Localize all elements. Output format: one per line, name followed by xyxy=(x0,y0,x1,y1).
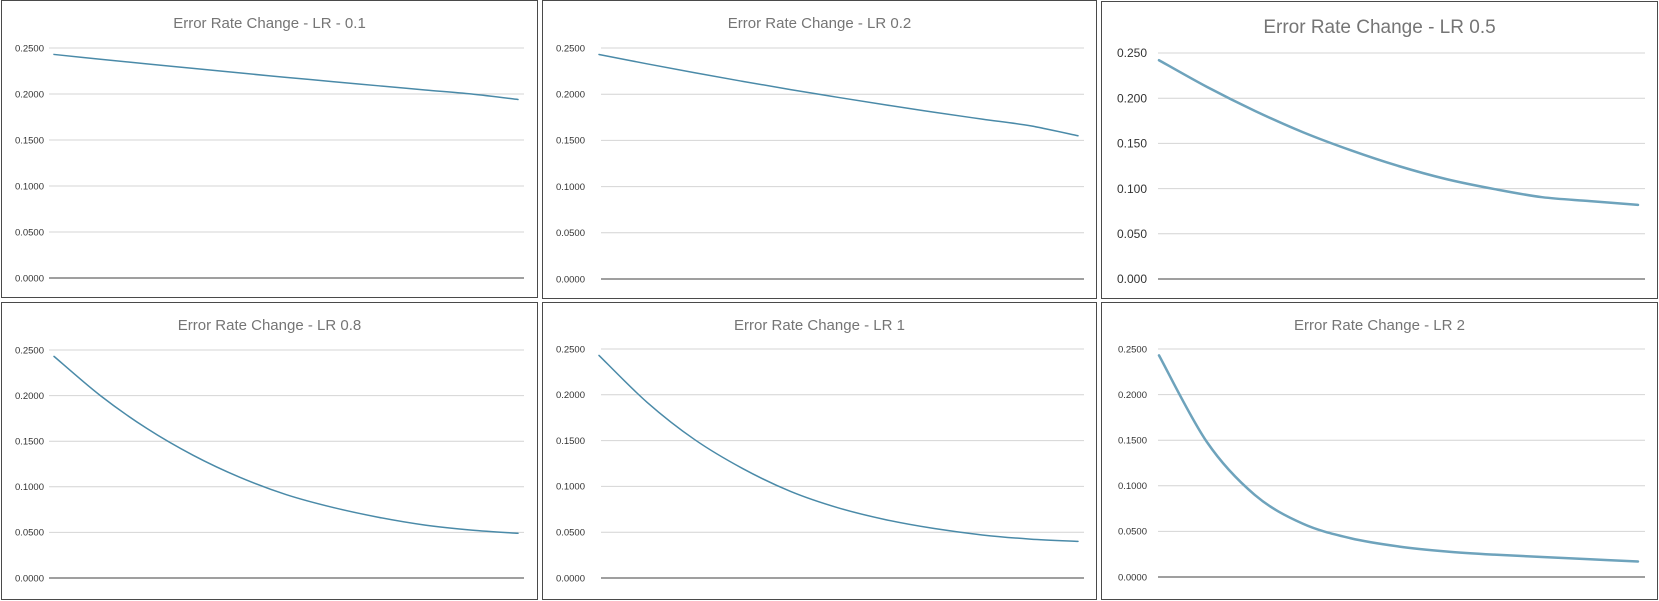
series-line xyxy=(53,355,519,535)
chart-panel-lr-0-8: Error Rate Change - LR 0.8 0.0000 0.0500 0… xyxy=(1,302,538,600)
y-tick-label: 0.2500 xyxy=(1118,344,1147,355)
series-line xyxy=(598,354,1079,543)
series-line xyxy=(53,53,519,101)
chart-title: Error Rate Change - LR 0.8 xyxy=(177,317,362,334)
chart-plot: 0.000 0.050 0.100 0.150 0.200 0.250 xyxy=(1117,46,1645,286)
y-tick-label: 0.1000 xyxy=(15,181,44,192)
y-tick-label: 0.000 xyxy=(1117,272,1147,286)
y-tick-label: 0.0000 xyxy=(15,573,44,584)
y-tick-label: 0.0500 xyxy=(556,528,585,539)
y-tick-label: 0.0000 xyxy=(556,573,585,584)
y-tick-label: 0.1500 xyxy=(1118,436,1147,447)
y-tick-label: 0.2500 xyxy=(556,43,585,54)
y-tick-label: 0.150 xyxy=(1117,137,1147,151)
chart-plot: 0.0000 0.0500 0.1000 0.1500 0.2000 0.2500 xyxy=(556,43,1084,285)
chart-panel-lr-1: Error Rate Change - LR 1 0.0000 0.0500 0.1… xyxy=(542,302,1097,600)
y-tick-label: 0.1500 xyxy=(556,436,585,447)
y-tick-label: 0.2000 xyxy=(15,391,44,402)
chart-title: Error Rate Change - LR 1 xyxy=(734,317,905,334)
y-tick-label: 0.2000 xyxy=(556,390,585,401)
series-line xyxy=(598,53,1079,137)
chart-title: Error Rate Change - LR 0.2 xyxy=(727,15,912,32)
y-tick-label: 0.2500 xyxy=(15,43,44,54)
chart-title: Error Rate Change - LR - 0.1 xyxy=(173,15,366,32)
y-tick-label: 0.0000 xyxy=(15,273,44,284)
chart-plot: 0.0000 0.0500 0.1000 0.1500 0.2000 0.2500 xyxy=(1118,344,1645,583)
chart-panel-lr-0-5: Error Rate Change - LR 0.5 0.000 0.050 0.1… xyxy=(1101,1,1658,299)
y-tick-label: 0.1500 xyxy=(15,135,44,146)
y-tick-label: 0.1000 xyxy=(556,182,585,193)
y-tick-label: 0.1500 xyxy=(556,136,585,147)
chart-plot: 0.0000 0.0500 0.1000 0.1500 0.2000 0.2500 xyxy=(15,345,524,584)
chart-panel-lr-0-2: Error Rate Change - LR 0.2 0.0000 0.0500 0… xyxy=(542,0,1097,299)
y-tick-label: 0.100 xyxy=(1117,182,1147,196)
y-tick-label: 0.2000 xyxy=(15,89,44,100)
chart-title: Error Rate Change - LR 2 xyxy=(1294,317,1465,334)
y-tick-label: 0.2500 xyxy=(15,345,44,356)
y-tick-label: 0.0000 xyxy=(1118,572,1147,583)
y-tick-label: 0.1000 xyxy=(15,482,44,493)
y-tick-label: 0.2000 xyxy=(556,90,585,101)
y-tick-label: 0.1000 xyxy=(556,482,585,493)
chart-panel-lr-2: Error Rate Change - LR 2 0.0000 0.0500 0.1… xyxy=(1101,302,1658,600)
y-tick-label: 0.250 xyxy=(1117,46,1147,60)
y-tick-label: 0.0500 xyxy=(1118,527,1147,538)
y-tick-label: 0.050 xyxy=(1117,227,1147,241)
series-line xyxy=(1157,354,1640,563)
y-tick-label: 0.0500 xyxy=(15,227,44,238)
chart-plot: 0.0000 0.0500 0.1000 0.1500 0.2000 0.2500 xyxy=(15,43,524,284)
y-tick-label: 0.0500 xyxy=(15,528,44,539)
chart-plot: 0.0000 0.0500 0.1000 0.1500 0.2000 0.2500 xyxy=(556,344,1084,584)
y-tick-label: 0.1000 xyxy=(1118,481,1147,492)
y-tick-label: 0.200 xyxy=(1117,91,1147,105)
chart-panel-lr-0-1: Error Rate Change - LR - 0.1 0.0000 0.050… xyxy=(1,0,538,298)
y-tick-label: 0.0000 xyxy=(556,274,585,285)
y-tick-label: 0.2000 xyxy=(1118,390,1147,401)
y-tick-label: 0.1500 xyxy=(15,437,44,448)
chart-title: Error Rate Change - LR 0.5 xyxy=(1263,17,1496,38)
y-tick-label: 0.2500 xyxy=(556,344,585,355)
y-tick-label: 0.0500 xyxy=(556,228,585,239)
series-line xyxy=(1157,58,1640,207)
